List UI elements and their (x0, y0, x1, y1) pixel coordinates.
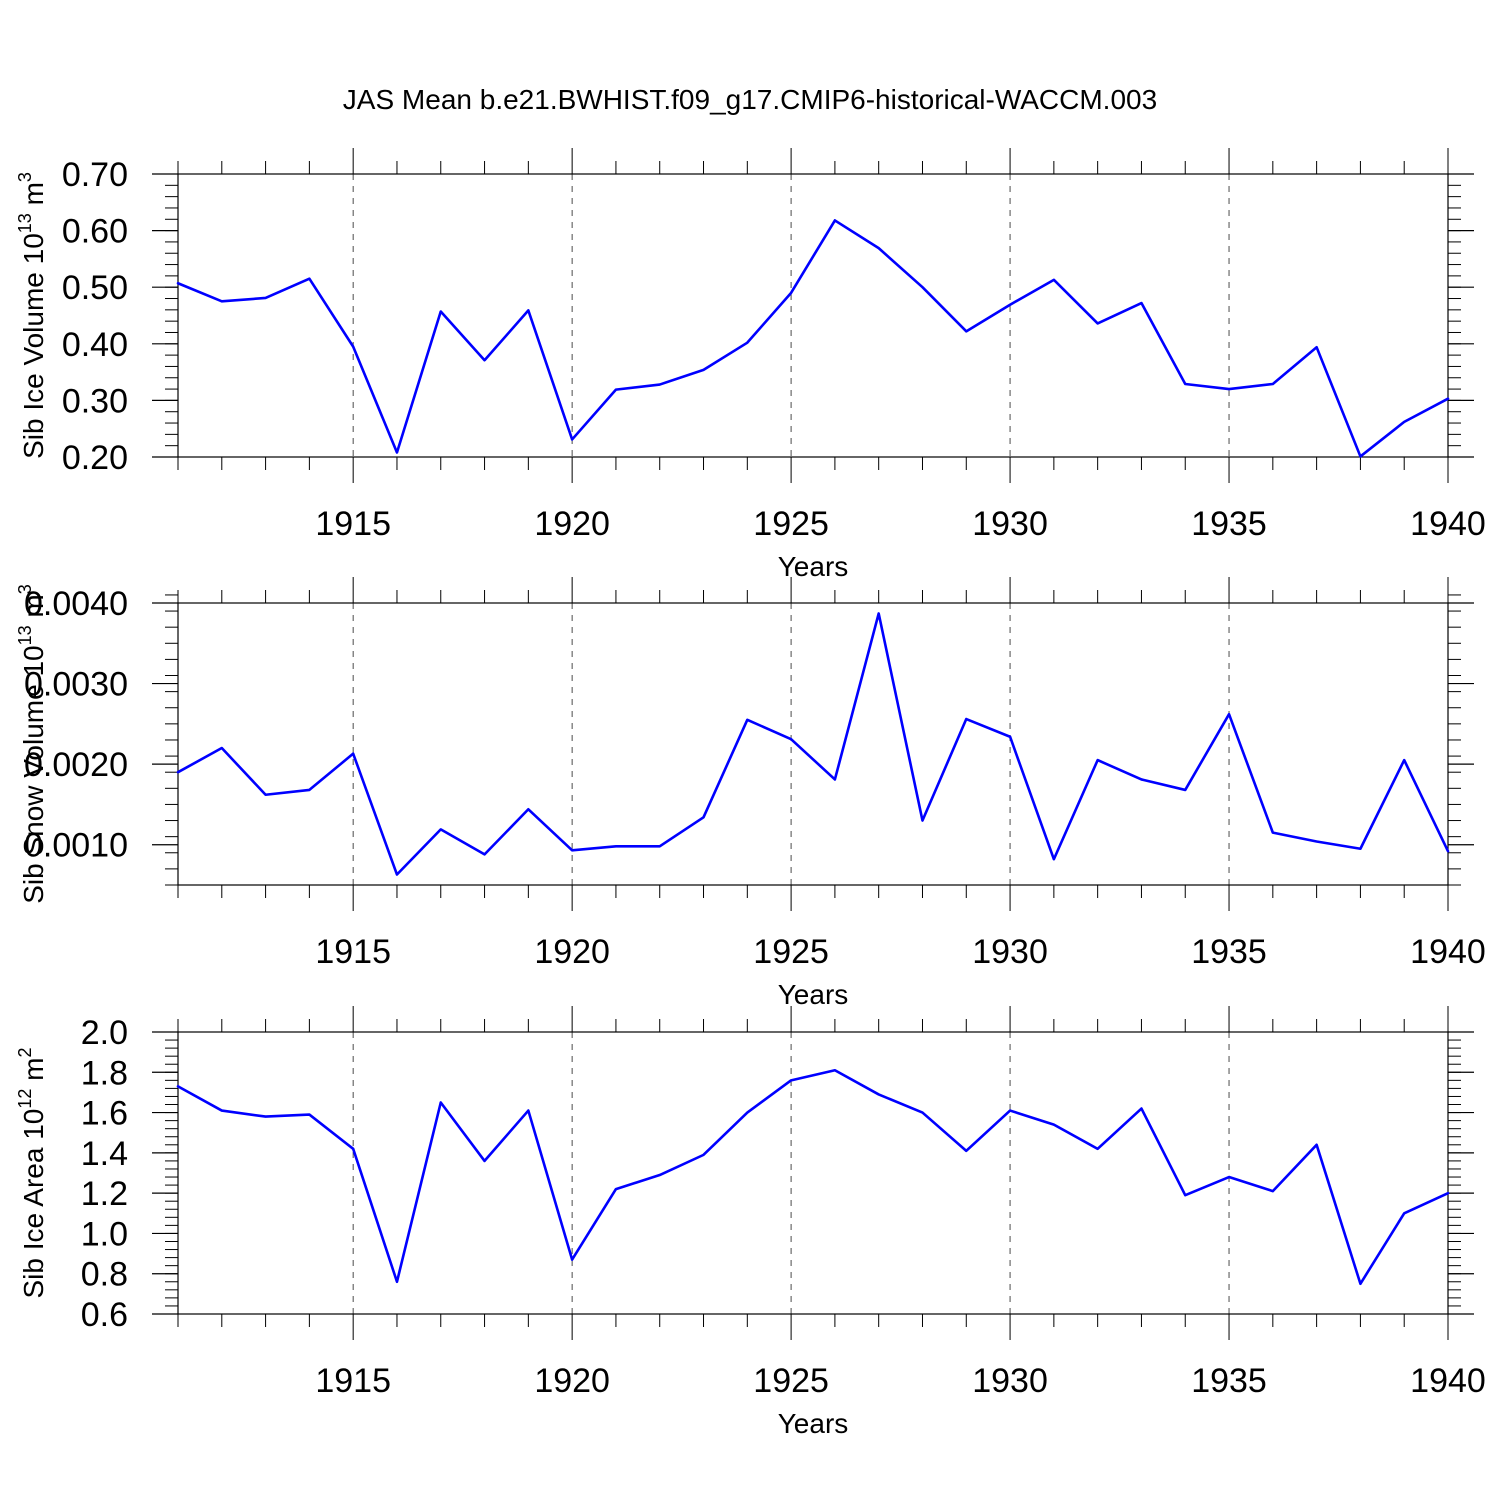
y-tick-label: 1.2 (81, 1175, 128, 1213)
y-tick-label: 0.6 (81, 1296, 128, 1334)
y-tick-label: 0.40 (62, 326, 128, 364)
y-tick-label: 0.0040 (24, 585, 128, 623)
x-tick-label: 1935 (1191, 933, 1267, 971)
page-title: JAS Mean b.e21.BWHIST.f09_g17.CMIP6-hist… (342, 84, 1158, 115)
y-tick-label: 1.8 (81, 1054, 128, 1092)
y-axis-title-unit-exponent: 3 (15, 172, 35, 182)
x-tick-label: 1915 (315, 933, 391, 971)
x-axis-title: Years (778, 979, 849, 1010)
y-axis-title: Sib Ice Volume 1013 m3 (15, 172, 49, 459)
plot-frame (177, 602, 1449, 886)
y-tick-label: 0.8 (81, 1256, 128, 1294)
x-tick-label: 1925 (753, 933, 829, 971)
snow-volume-panel: 1915 1920 1925 1930 1935 1940 Years 0.0010 0.002… (15, 577, 1486, 1010)
x-tick-label: 1920 (534, 1362, 610, 1400)
x-tick-label: 1930 (972, 505, 1048, 543)
plot-frame (177, 1031, 1449, 1315)
series-line (176, 219, 1450, 458)
x-tick-label: 1930 (972, 933, 1048, 971)
y-axis-title-exponent: 13 (15, 213, 35, 233)
y-tick-label: 0.50 (62, 269, 128, 307)
y-axis-title-unit: m (18, 594, 49, 625)
y-tick-label: 0.70 (62, 156, 128, 194)
x-tick-label: 1915 (315, 1362, 391, 1400)
ice-volume-panel: 1915 1920 1925 1930 1935 1940 Years 0.20 0.30 0.4… (15, 148, 1486, 582)
y-tick-label: 0.20 (62, 439, 128, 477)
x-tick-label: 1920 (534, 933, 610, 971)
ice-area-panel: 1915 1920 1925 1930 1935 1940Years0.60.81.01.… (15, 1006, 1486, 1439)
x-axis-title: Years (778, 1408, 849, 1439)
y-tick-label: 1.4 (81, 1135, 128, 1173)
x-tick-label: 1930 (972, 1362, 1048, 1400)
y-tick-label: 0.60 (62, 213, 128, 251)
x-tick-label: 1940 (1410, 505, 1486, 543)
y-tick-label: 2.0 (81, 1014, 128, 1052)
series-line (176, 1068, 1450, 1286)
y-tick-label: 1.6 (81, 1095, 128, 1133)
y-axis-title-unit-exponent: 3 (15, 584, 35, 594)
x-tick-label: 1935 (1191, 505, 1267, 543)
y-axis-title: Sib Ice Area 1012 m2 (15, 1047, 49, 1298)
y-axis-title: Sib Snow Volume 1013 m3 (15, 584, 49, 904)
y-tick-label: 0.0020 (24, 746, 128, 784)
x-tick-label: 1935 (1191, 1362, 1267, 1400)
plot-frame (177, 173, 1449, 458)
x-tick-label: 1940 (1410, 1362, 1486, 1400)
x-tick-label: 1915 (315, 505, 391, 543)
y-tick-label: 1.0 (81, 1215, 128, 1253)
y-axis-title-exponent: 13 (15, 625, 35, 645)
y-tick-label: 0.0030 (24, 666, 128, 704)
y-axis-title-exponent: 12 (15, 1089, 35, 1109)
y-axis-title-unit: m (18, 1057, 49, 1088)
x-tick-label: 1925 (753, 505, 829, 543)
x-tick-label: 1920 (534, 505, 610, 543)
y-axis-title-main: Sib Snow Volume 10 (18, 645, 49, 903)
x-axis-title: Years (778, 551, 849, 582)
y-tick-label: 0.0010 (24, 827, 128, 865)
series-line (176, 612, 1450, 876)
y-axis-title-main: Sib Ice Area 10 (18, 1109, 49, 1299)
y-tick-label: 0.30 (62, 382, 128, 420)
y-axis-title-unit-exponent: 2 (15, 1047, 35, 1057)
y-axis-title-main: Sib Ice Volume 10 (18, 233, 49, 459)
x-tick-label: 1940 (1410, 933, 1486, 971)
x-tick-label: 1925 (753, 1362, 829, 1400)
y-axis-title-unit: m (18, 182, 49, 213)
